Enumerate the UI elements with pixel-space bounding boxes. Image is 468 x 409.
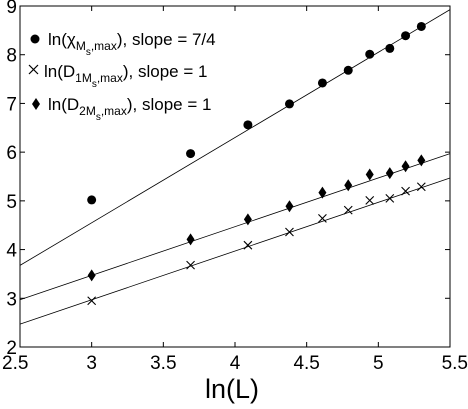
point-d2 [417, 154, 426, 167]
x-tick-label: 3 [86, 353, 97, 374]
point-chi [87, 195, 97, 205]
point-chi [186, 149, 196, 159]
y-tick-label: 2 [6, 338, 17, 359]
point-d1 [285, 227, 294, 237]
axis-ticks: 2.5 3 3.5 4 4.5 5 5.5 2 3 4 5 6 7 8 9 [2, 0, 468, 374]
legend-marker-diamond [32, 98, 40, 110]
point-chi [416, 21, 426, 31]
point-chi [365, 49, 375, 59]
legend-label-d2: ln(D2Ms,max), slope = 1 [48, 95, 211, 123]
point-d2 [186, 233, 195, 246]
legend: ln(χMs,max), slope = 7/4 ln(D1Ms,max), s… [28, 30, 216, 123]
point-d2 [401, 160, 410, 173]
y-tick-label: 4 [6, 241, 17, 262]
y-tick-label: 9 [6, 0, 17, 18]
point-chi [343, 65, 353, 75]
plot-frame [19, 5, 451, 348]
point-d2 [87, 269, 96, 282]
point-d1 [365, 195, 375, 205]
point-d1 [401, 186, 410, 196]
fit-line-d1 [19, 177, 451, 325]
point-chi [243, 120, 253, 130]
point-d1 [87, 296, 97, 306]
point-d1 [385, 194, 395, 203]
x-tick-label: 5 [373, 353, 384, 374]
point-d1 [343, 205, 353, 215]
x-tick-label: 4.5 [293, 353, 319, 374]
point-d2 [365, 168, 374, 181]
point-d2 [243, 213, 252, 226]
x-tick-label: 4 [230, 353, 241, 374]
y-tick-label: 5 [6, 192, 17, 213]
legend-entry-chi: ln(χMs,max), slope = 7/4 [30, 30, 216, 58]
point-chi [284, 99, 294, 109]
legend-marker-x [28, 64, 39, 75]
point-d1 [243, 240, 253, 250]
point-d2 [344, 179, 353, 192]
legend-entry-d2: ln(D2Ms,max), slope = 1 [32, 95, 211, 123]
y-tick-label: 7 [6, 94, 17, 115]
y-tick-label: 3 [6, 289, 17, 310]
point-d2 [285, 200, 294, 213]
point-chi [317, 78, 327, 88]
legend-label-chi: ln(χMs,max), slope = 7/4 [48, 30, 216, 58]
data-markers [87, 21, 426, 306]
point-chi [385, 43, 395, 53]
x-axis-title: ln(L) [205, 374, 259, 404]
point-d1 [416, 182, 426, 192]
fit-lines [19, 9, 451, 325]
x-tick-label: 2.5 [2, 353, 28, 374]
legend-entry-d1: ln(D1Ms,max), slope = 1 [28, 62, 207, 90]
point-chi [401, 31, 411, 41]
point-d2 [318, 186, 327, 199]
point-d1 [186, 260, 195, 270]
x-tick-label: 3.5 [150, 353, 176, 374]
y-tick-label: 8 [6, 46, 17, 67]
point-d1 [318, 214, 327, 223]
x-tick-label: 5.5 [442, 353, 468, 374]
legend-marker-circle [30, 34, 40, 44]
point-d2 [385, 167, 394, 180]
fit-line-chi [19, 9, 451, 266]
y-tick-label: 6 [6, 143, 17, 164]
legend-label-d1: ln(D1Ms,max), slope = 1 [44, 62, 207, 90]
